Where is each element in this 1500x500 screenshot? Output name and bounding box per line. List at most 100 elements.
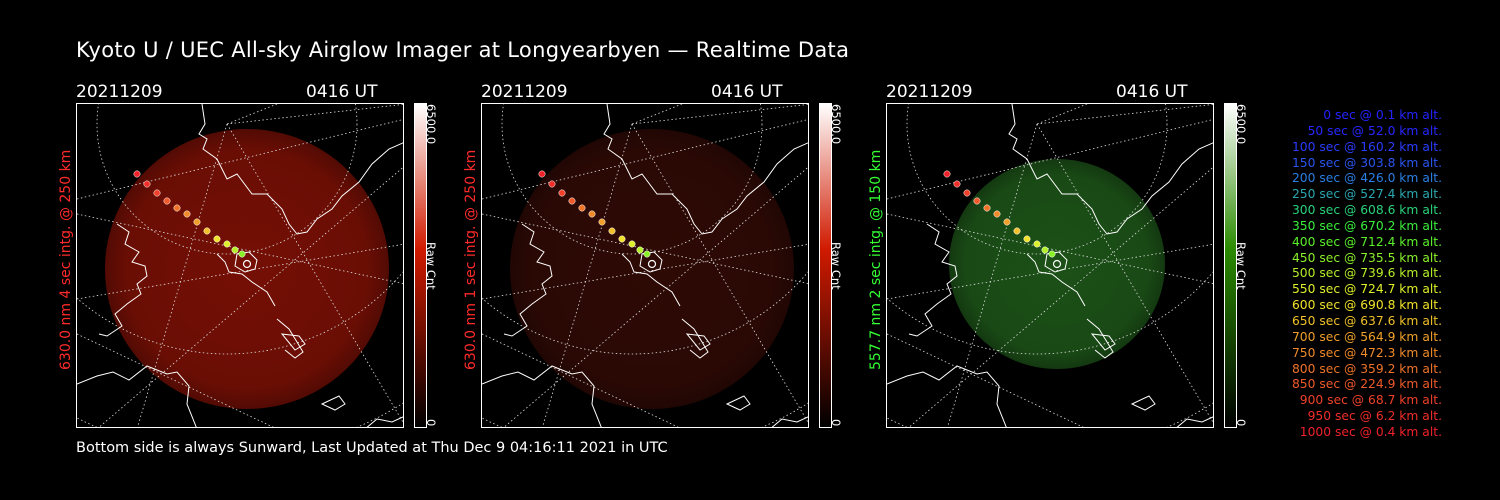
panel-3-colorbar-unit: Raw Cnt [1234, 242, 1248, 290]
footer-note: Bottom side is always Sunward, Last Upda… [76, 440, 668, 456]
legend-row: 750 sec @ 472.3 km alt. [1291, 345, 1442, 360]
coastline [198, 104, 403, 235]
trajectory-point [1048, 250, 1056, 258]
trajectory-point [163, 197, 171, 205]
legend-row: 950 sec @ 6.2 km alt. [1307, 409, 1442, 424]
island [1130, 395, 1156, 411]
coastline [771, 416, 808, 427]
panel-3-colorbar [1224, 103, 1237, 428]
panel-1-colorbar [414, 103, 427, 428]
legend-row: 400 sec @ 712.4 km alt. [1291, 234, 1442, 249]
trajectory-point [183, 210, 191, 218]
legend-row: 1000 sec @ 0.4 km alt. [1299, 424, 1442, 439]
coastline [77, 365, 197, 427]
trajectory-point [538, 170, 546, 178]
trajectory-point [1013, 227, 1021, 235]
trajectory-point [608, 227, 616, 235]
panel-3-time: 0416 UT [1116, 82, 1188, 102]
meridian-line [631, 104, 808, 125]
trajectory-point [636, 246, 644, 254]
trajectory-point [973, 197, 981, 205]
trajectory-point [963, 189, 971, 197]
trajectory-point [1003, 218, 1011, 226]
panel-3-ylabel: 557.7 nm 2 sec intg. @ 150 km [868, 149, 884, 370]
trajectory-point [558, 189, 566, 197]
trajectory-point [943, 170, 951, 178]
coastline [1026, 253, 1086, 307]
legend-row: 300 sec @ 608.6 km alt. [1291, 203, 1442, 218]
coastline [887, 365, 1007, 427]
meridian-line [77, 333, 274, 427]
trajectory-point [223, 240, 231, 248]
panel-3-colorbar-max: 6500.0 [1234, 104, 1248, 145]
trajectory-point [143, 180, 151, 188]
legend-row: 600 sec @ 690.8 km alt. [1291, 298, 1442, 313]
trajectory-point [598, 218, 606, 226]
airglow-image [105, 129, 389, 409]
panel-1-colorbar-max: 6500.0 [424, 104, 438, 145]
legend-row: 800 sec @ 359.2 km alt. [1291, 361, 1442, 376]
trajectory-point [548, 180, 556, 188]
meridian-line [887, 333, 1084, 427]
panel-3-map [886, 103, 1214, 428]
panel-2-colorbar-max: 6500.0 [829, 104, 843, 145]
meridian-line [947, 123, 1038, 427]
trajectory-point [173, 204, 181, 212]
trajectory-point [238, 250, 246, 258]
trajectory-point [618, 235, 626, 243]
latitude-circle [482, 271, 808, 355]
panel-2-colorbar-min: 0 [829, 419, 843, 427]
coastline [1008, 104, 1213, 235]
trajectory-point [1033, 240, 1041, 248]
meridian-line [482, 333, 679, 427]
coastline [621, 253, 681, 307]
panel-1-ylabel: 630.0 nm 4 sec intg. @ 250 km [58, 149, 74, 370]
island [639, 251, 663, 273]
trajectory-point [643, 250, 651, 258]
legend-row: 650 sec @ 637.6 km alt. [1291, 313, 1442, 328]
coastline [503, 223, 553, 337]
station-marker [242, 259, 252, 269]
panel-3-colorbar-min: 0 [1234, 419, 1248, 427]
panel-2-date: 20211209 [481, 82, 568, 102]
meridian-line [77, 243, 403, 300]
legend-row: 200 sec @ 426.0 km alt. [1291, 171, 1442, 186]
coastline [482, 365, 602, 427]
island [725, 395, 751, 411]
legend-row: 50 sec @ 52.0 km alt. [1307, 123, 1442, 138]
meridian-line [631, 104, 683, 125]
meridian-line [1036, 123, 1213, 424]
trajectory-point [983, 204, 991, 212]
trajectory-point [231, 246, 239, 254]
panel-2-map [481, 103, 809, 428]
legend-row: 100 sec @ 160.2 km alt. [1291, 139, 1442, 154]
trajectory-point [993, 210, 1001, 218]
trajectory-point [1041, 246, 1049, 254]
trajectory-point [578, 204, 586, 212]
panel-3-date: 20211209 [886, 82, 973, 102]
latitude-circle [501, 104, 763, 255]
coastline [216, 253, 276, 307]
island [320, 395, 346, 411]
page-title: Kyoto U / UEC All-sky Airglow Imager at … [76, 38, 850, 62]
coastline [366, 416, 403, 427]
coastline [908, 223, 958, 337]
latitude-circle [96, 104, 358, 255]
meridian-line [631, 123, 808, 424]
legend-row: 550 sec @ 724.7 km alt. [1291, 282, 1442, 297]
island [685, 333, 711, 351]
legend-row: 150 sec @ 303.8 km alt. [1291, 155, 1442, 170]
trajectory-point [568, 197, 576, 205]
station-marker [647, 259, 657, 269]
panel-2-colorbar [819, 103, 832, 428]
station-marker [1052, 259, 1062, 269]
meridian-line [226, 104, 278, 125]
panel-2-colorbar-unit: Raw Cnt [829, 242, 843, 290]
legend-row: 250 sec @ 527.4 km alt. [1291, 187, 1442, 202]
latitude-circle [77, 271, 403, 355]
legend-row: 900 sec @ 68.7 km alt. [1299, 393, 1442, 408]
legend-row: 450 sec @ 735.5 km alt. [1291, 250, 1442, 265]
coastline [603, 104, 808, 235]
trajectory-point [213, 235, 221, 243]
airglow-image [510, 129, 794, 409]
